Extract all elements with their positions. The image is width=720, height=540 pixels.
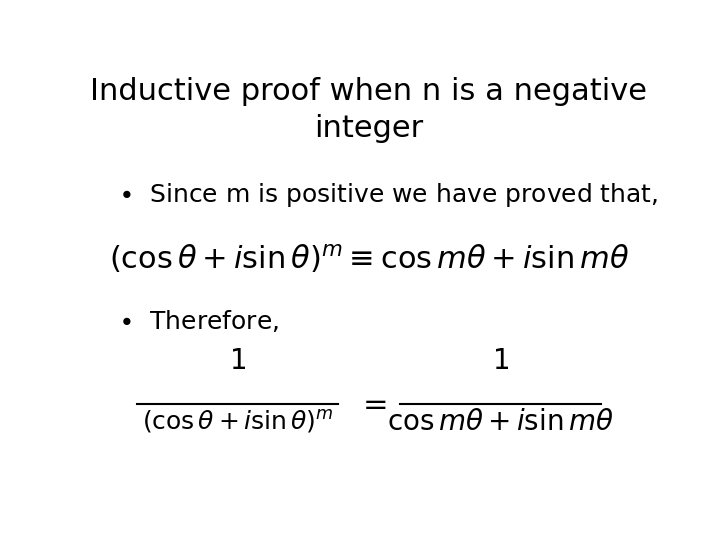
Text: $\bullet$  Since m is positive we have proved that,: $\bullet$ Since m is positive we have pr… [118, 181, 658, 209]
Text: $\left(\cos\theta + i\sin\theta\right)^{m} \equiv \cos m\theta + i\sin m\theta$: $\left(\cos\theta + i\sin\theta\right)^{… [109, 241, 629, 274]
Text: $\left(\cos\theta + i\sin\theta\right)^{m}$: $\left(\cos\theta + i\sin\theta\right)^{… [142, 408, 334, 435]
Text: $1$: $1$ [492, 347, 508, 375]
Text: $=$: $=$ [356, 389, 387, 418]
Text: $\bullet$  Therefore,: $\bullet$ Therefore, [118, 308, 279, 334]
Text: $\cos m\theta + i\sin m\theta$: $\cos m\theta + i\sin m\theta$ [387, 408, 613, 436]
Text: Inductive proof when n is a negative
integer: Inductive proof when n is a negative int… [91, 77, 647, 143]
Text: $1$: $1$ [230, 347, 246, 375]
